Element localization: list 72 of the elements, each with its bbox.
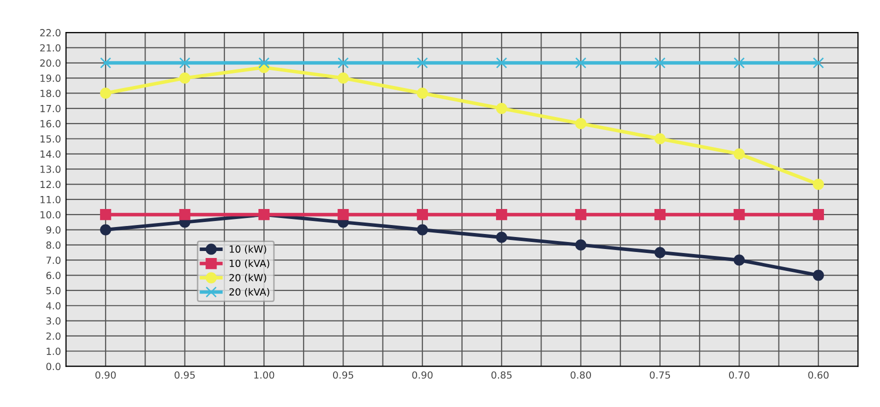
x-tick-label: 0.80	[570, 371, 591, 379]
point	[812, 57, 824, 68]
point	[258, 57, 270, 68]
x-tick-label: 0.90	[412, 371, 433, 379]
point	[179, 209, 190, 220]
y-tick-label: 2.0	[46, 332, 60, 340]
point	[575, 209, 586, 220]
x-tick-label: 1.00	[254, 371, 274, 379]
point	[338, 209, 349, 220]
x-tick-label: 0.85	[491, 371, 512, 379]
legend-label: 10 (kVA)	[230, 260, 270, 268]
point	[496, 232, 508, 243]
point	[179, 57, 190, 68]
y-tick-label: 12.0	[40, 180, 60, 188]
point	[416, 209, 428, 220]
y-tick-label: 1.0	[46, 348, 60, 355]
point	[575, 57, 586, 68]
y-tick-label: 11.0	[40, 196, 60, 204]
point	[734, 148, 745, 160]
y-tick-label: 17.0	[40, 104, 60, 112]
point	[416, 88, 428, 99]
point	[812, 270, 824, 281]
x-tick-label: 0.90	[95, 371, 116, 379]
point	[812, 178, 824, 190]
x-tick-label: 0.95	[174, 371, 195, 379]
point	[575, 118, 586, 130]
point	[338, 72, 349, 84]
point	[734, 57, 745, 68]
point	[100, 57, 112, 68]
point	[654, 57, 666, 68]
point	[496, 209, 508, 220]
point	[338, 57, 349, 68]
point	[179, 72, 190, 84]
y-tick-label: 3.0	[46, 317, 60, 325]
y-tick-label: 9.0	[46, 226, 60, 234]
y-tick-label: 19.0	[40, 74, 60, 82]
x-tick-label: 0.70	[729, 371, 750, 379]
y-tick-label: 14.0	[40, 150, 60, 158]
point	[416, 224, 428, 236]
y-tick-label: 21.0	[40, 44, 60, 52]
point	[100, 224, 112, 236]
point	[734, 209, 745, 220]
point	[812, 209, 824, 220]
legend-label: 20 (kVA)	[229, 288, 270, 297]
point	[100, 209, 112, 220]
y-tick-label: 16.0	[40, 120, 60, 128]
point	[654, 246, 666, 258]
point	[734, 254, 745, 266]
y-tick-label: 7.0	[46, 256, 60, 264]
y-tick-label: 0.0	[46, 362, 60, 370]
y-tick-label: 15.0	[40, 135, 60, 143]
y-tick-label: 8.0	[46, 241, 60, 249]
point	[416, 57, 428, 68]
point	[496, 102, 508, 114]
y-tick-label: 5.0	[46, 286, 60, 294]
point	[654, 133, 666, 144]
x-tick-label: 0.60	[808, 371, 829, 379]
y-tick-label: 4.0	[46, 302, 60, 310]
point	[654, 209, 666, 220]
point	[575, 239, 586, 250]
y-tick-label: 6.0	[46, 272, 60, 280]
point	[496, 57, 508, 68]
y-tick-label: 22.0	[40, 29, 60, 36]
x-tick-label: 0.75	[650, 371, 670, 379]
y-tick-label: 13.0	[40, 166, 60, 173]
y-tick-label: 10.0	[40, 211, 60, 218]
point	[100, 88, 112, 99]
y-tick-label: 18.0	[40, 90, 60, 98]
y-tick-label: 20.0	[40, 59, 60, 67]
legend-label: 20 (kW)	[229, 274, 266, 282]
legend-label: 10 (kW)	[230, 245, 266, 254]
x-tick-label: 0.95	[333, 371, 354, 379]
